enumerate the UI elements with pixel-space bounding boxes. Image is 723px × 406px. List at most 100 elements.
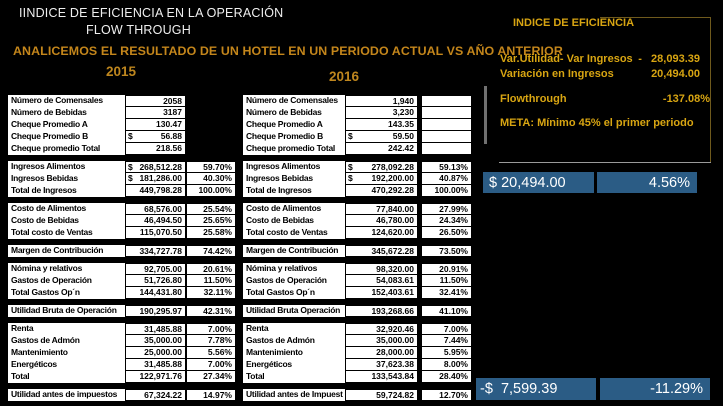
row-percent: 27.34% xyxy=(186,371,236,383)
table-row: Renta 31,485.88 7.00% xyxy=(8,323,236,335)
row-label: Cheque Promedio A xyxy=(243,119,345,131)
row-label: Total xyxy=(8,371,125,383)
row-amount: 193,268.66 xyxy=(371,306,414,316)
table-row: Gastos de Admón 35,000.00 7.78% xyxy=(8,335,236,347)
row-label: Mantenimiento xyxy=(243,347,345,359)
row-percent: 5.56% xyxy=(186,347,236,359)
table-group: Ingresos Alimentos $278,092.28 59.13% Ingre… xyxy=(243,161,472,197)
row-percent: 27.99% xyxy=(421,203,472,215)
row-percent: 40.30% xyxy=(186,173,236,185)
table-row: Mantenimiento 25,000.00 5.56% xyxy=(8,347,236,359)
table-row: Total Gastos Op´n 144,431.80 32.11% xyxy=(8,287,236,299)
row-value: 133,543.84 xyxy=(345,371,418,383)
row-value: $268,512.28 xyxy=(125,161,186,173)
row-percent: 11.50% xyxy=(186,275,236,287)
panel-row-label: Variación en Ingresos xyxy=(500,68,614,80)
row-amount: 28,000.00 xyxy=(376,347,414,357)
row-label: Cheque Promedio A xyxy=(8,119,125,131)
row-label: Número de Bebidas xyxy=(243,107,345,119)
table-row: Número de Comensales 2058 xyxy=(8,95,236,107)
row-amount: 31,485.88 xyxy=(144,324,182,334)
table-row: Número de Bebidas 3187 xyxy=(8,107,236,119)
row-value: 51,726.80 xyxy=(125,275,186,287)
table-row: Total costo de Ventas 115,070.50 25.58% xyxy=(8,227,236,239)
row-amount: 3,230 xyxy=(392,107,414,117)
row-label: Número de Comensales xyxy=(8,95,125,107)
meta-note: META: Mínimo 45% el primer periodo xyxy=(500,117,694,129)
year-label-2016: 2016 xyxy=(329,69,360,84)
variation-amount-box: $ 20,494.00 xyxy=(483,172,594,193)
row-amount: 32,920.46 xyxy=(376,324,414,334)
table-row: Ingresos Bebidas $181,286.00 40.30% xyxy=(8,173,236,185)
row-amount: 77,840.00 xyxy=(376,204,414,214)
row-label: Renta xyxy=(243,323,345,335)
row-percent xyxy=(421,107,472,119)
row-label: Utilidad antes de impuestos xyxy=(8,389,125,401)
row-label: Número de Bebidas xyxy=(8,107,125,119)
row-label: Costo de Alimentos xyxy=(8,203,125,215)
row-amount: 268,512.28 xyxy=(139,162,182,172)
row-amount: 122,971.76 xyxy=(139,371,182,381)
table-row: Gastos de Operación 51,726.80 11.50% xyxy=(8,275,236,287)
row-label: Energéticos xyxy=(8,359,125,371)
row-label: Utilidad Bruta Operación xyxy=(243,305,345,317)
row-percent: 40.87% xyxy=(421,173,472,185)
row-value: 37,623.38 xyxy=(345,359,418,371)
row-label: Utilidad antes de Impuest xyxy=(243,389,345,401)
row-value: 67,324.22 xyxy=(125,389,186,401)
row-label: Ingresos Bebidas xyxy=(243,173,345,185)
currency-symbol: $ xyxy=(348,173,353,183)
row-percent: 25.65% xyxy=(186,215,236,227)
row-label: Gastos de Operación xyxy=(8,275,125,287)
divider-bar xyxy=(484,86,487,144)
row-value: 31,485.88 xyxy=(125,359,186,371)
row-value: $181,286.00 xyxy=(125,173,186,185)
row-percent: 14.97% xyxy=(186,389,236,401)
table-row: Cheque Promedio A 143.35 xyxy=(243,119,472,131)
row-percent: 100.00% xyxy=(186,185,236,197)
row-percent: 59.13% xyxy=(421,161,472,173)
row-percent: 7.44% xyxy=(421,335,472,347)
row-amount: 54,083.61 xyxy=(376,275,414,285)
row-percent: 7.00% xyxy=(186,359,236,371)
table-row: Ingresos Alimentos $278,092.28 59.13% xyxy=(243,161,472,173)
table-row: Margen de Contribución 334,727.78 74.42% xyxy=(8,245,236,257)
row-amount: 37,623.38 xyxy=(376,359,414,369)
row-value: 68,576.00 xyxy=(125,203,186,215)
row-percent: 5.95% xyxy=(421,347,472,359)
table-row: Total 122,971.76 27.34% xyxy=(8,371,236,383)
row-amount: 115,070.50 xyxy=(139,227,182,237)
table-row: Costo de Bebidas 46,494.50 25.65% xyxy=(8,215,236,227)
panel-row-value: - 28,093.39 xyxy=(638,53,700,65)
row-label: Ingresos Alimentos xyxy=(8,161,125,173)
loss-amount-box: -$ 7,599.39 xyxy=(476,378,596,400)
row-label: Renta xyxy=(8,323,125,335)
row-label: Gastos de Admón xyxy=(8,335,125,347)
row-label: Ingresos Alimentos xyxy=(243,161,345,173)
table-row: Cheque promedio Total 218.56 xyxy=(8,143,236,155)
table-row: Energéticos 31,485.88 7.00% xyxy=(8,359,236,371)
row-label: Energéticos xyxy=(243,359,345,371)
row-label: Número de Comensales xyxy=(243,95,345,107)
row-label: Cheque Promedio B xyxy=(243,131,345,143)
panel-row-label: Var.Utilidad- Var Ingresos xyxy=(500,53,633,65)
row-label: Costo de Alimentos xyxy=(243,203,345,215)
table-group: Costo de Alimentos 77,840.00 27.99% Costo d… xyxy=(243,203,472,239)
row-amount: 68,576.00 xyxy=(144,204,182,214)
row-value: 77,840.00 xyxy=(345,203,418,215)
panel-row-value: 20,494.00 xyxy=(651,68,700,80)
row-amount: 46,494.50 xyxy=(144,215,182,225)
row-amount: 35,000.00 xyxy=(144,335,182,345)
row-value: 143.35 xyxy=(345,119,418,131)
row-label: Cheque promedio Total xyxy=(243,143,345,155)
table-row: Cheque Promedio B $59.50 xyxy=(243,131,472,143)
table-row: Cheque Promedio B $56.88 xyxy=(8,131,236,143)
table-group: Utilidad antes de Impuest 59,724.82 12.70% xyxy=(243,389,472,401)
row-amount: 2058 xyxy=(163,96,182,106)
row-percent: 41.10% xyxy=(421,305,472,317)
row-value: 470,292.28 xyxy=(345,185,418,197)
row-amount: 130.47 xyxy=(156,119,182,129)
row-label: Mantenimiento xyxy=(8,347,125,359)
row-amount: 242.42 xyxy=(388,143,414,153)
